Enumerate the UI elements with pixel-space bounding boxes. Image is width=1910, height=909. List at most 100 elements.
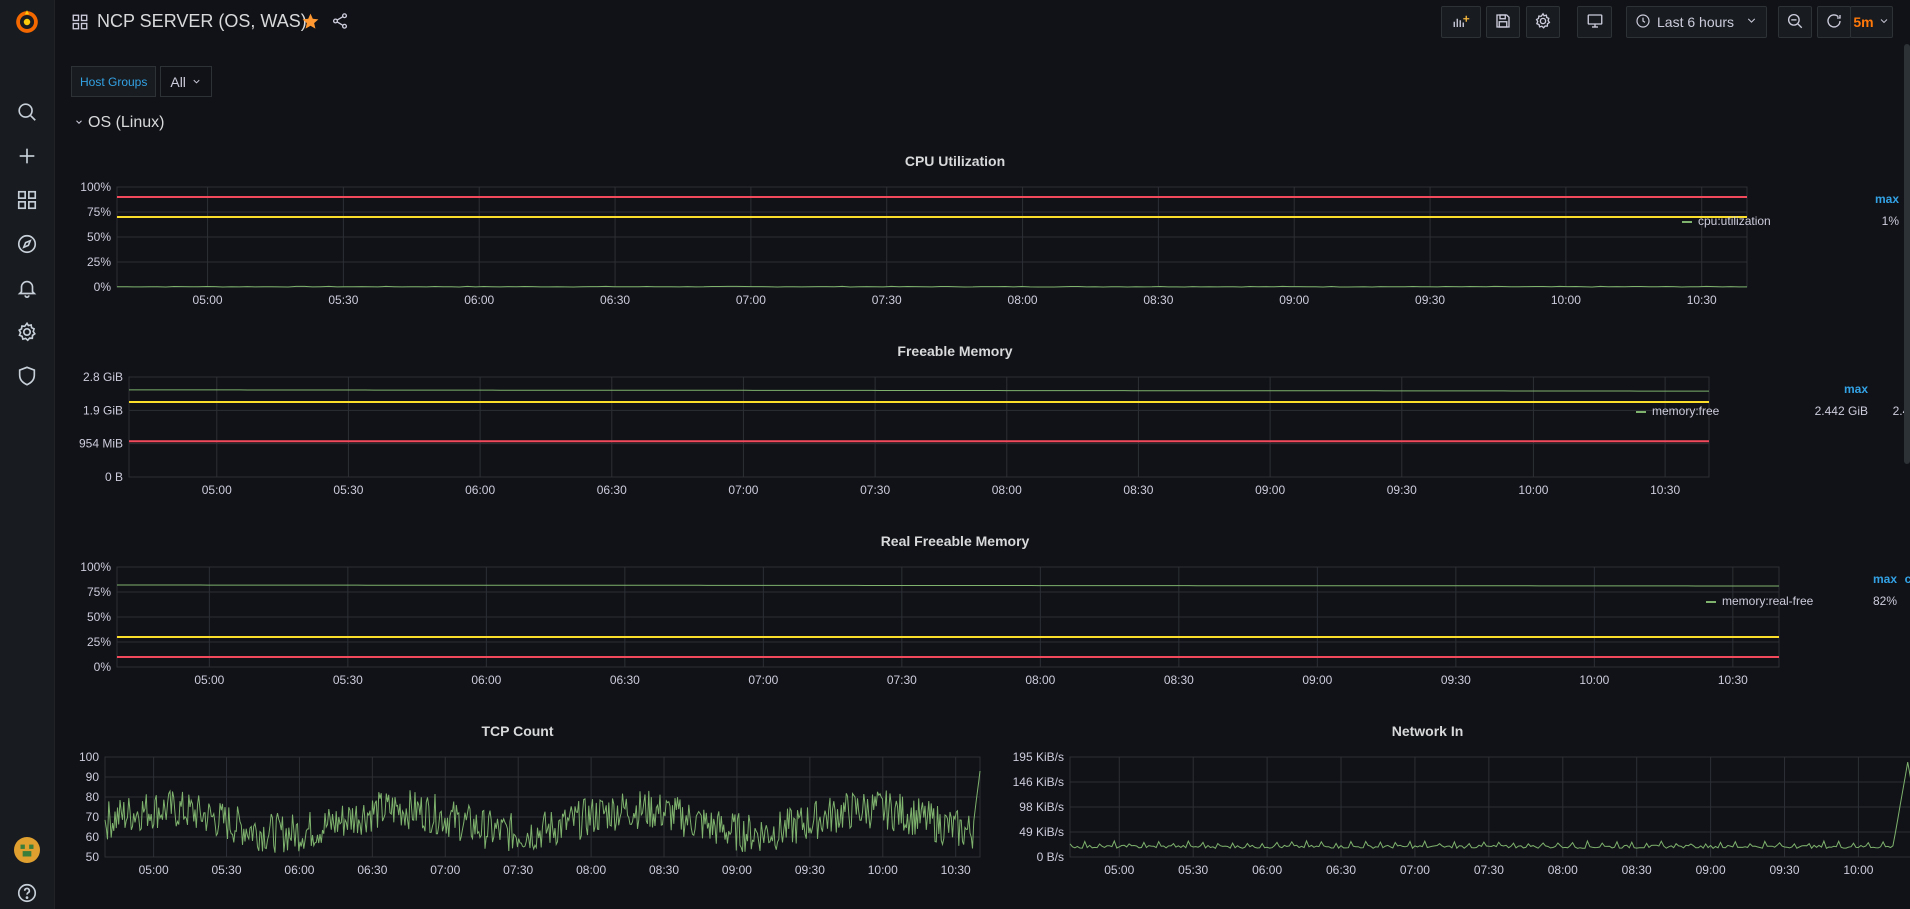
x-tick-label: 08:30 xyxy=(1143,293,1173,307)
legend-header-current[interactable]: current xyxy=(1904,572,1910,586)
panel-tcp-count[interactable]: TCP Count 100 90 80 70 60 50 05:00 05:30 06:00 06:… xyxy=(70,723,981,893)
y-tick-label: 25% xyxy=(87,255,111,269)
panel-network-in[interactable]: Network In 195 KiB/s 146 KiB/s 98 KiB/s 49 K… xyxy=(975,723,1910,893)
chevron-down-icon xyxy=(191,74,202,90)
legend-series-name[interactable]: memory:free xyxy=(1652,404,1720,418)
dashboard-settings-button[interactable] xyxy=(1526,6,1560,38)
y-tick-label: 0 B/s xyxy=(1037,850,1064,864)
series-line[interactable] xyxy=(104,770,981,853)
row-header[interactable]: OS (Linux) xyxy=(74,114,164,132)
legend-header-max[interactable]: max xyxy=(1874,192,1899,206)
dashboard-grid-icon[interactable] xyxy=(71,13,89,36)
legend-swatch[interactable] xyxy=(1636,411,1646,413)
star-icon[interactable] xyxy=(301,12,320,36)
zoom-out-button[interactable] xyxy=(1778,6,1812,38)
explore-icon[interactable] xyxy=(13,230,41,258)
y-tick-label: 50% xyxy=(87,610,111,624)
time-range-picker[interactable]: Last 6 hours xyxy=(1626,6,1767,38)
panel-title[interactable]: TCP Count xyxy=(481,723,554,739)
variable-bar: Host Groups All xyxy=(71,66,212,97)
series-line[interactable] xyxy=(117,285,1747,288)
shield-icon[interactable] xyxy=(13,362,41,390)
legend-swatch[interactable] xyxy=(1682,221,1692,223)
variable-label: Host Groups xyxy=(71,66,157,97)
refresh-button[interactable] xyxy=(1817,6,1851,38)
panel-cpu-utilization[interactable]: CPU Utilization 100% 75% 50% 25% 0% 05:00 05:30… xyxy=(70,153,1910,323)
y-tick-label: 100 xyxy=(79,750,99,764)
y-tick-label: 954 MiB xyxy=(79,437,123,451)
host-groups-select[interactable]: All xyxy=(160,66,212,97)
x-tick-label: 05:00 xyxy=(1104,863,1134,877)
legend-value-max: 1% xyxy=(1881,214,1899,228)
panel-real-freeable-memory[interactable]: Real Freeable Memory 100% 75% 50% 25% 0% 05:00… xyxy=(70,533,1910,703)
chart-svg: 2.8 GiB 1.9 GiB 954 MiB 0 B 05:00 05:30 06:00 0… xyxy=(79,370,1710,497)
panel-freeable-memory[interactable]: Freeable Memory 2.8 GiB 1.9 GiB 954 MiB 0 B 0… xyxy=(70,343,1910,513)
clock-icon xyxy=(1635,13,1651,32)
x-tick-label: 09:00 xyxy=(1696,863,1726,877)
variable-value: All xyxy=(170,73,186,90)
x-tick-label: 05:30 xyxy=(333,483,363,497)
scrollbar[interactable] xyxy=(1904,44,1910,464)
x-tick-label: 07:30 xyxy=(503,863,533,877)
x-tick-label: 10:00 xyxy=(1518,483,1548,497)
gear-icon[interactable] xyxy=(13,318,41,346)
legend-swatch[interactable] xyxy=(1706,601,1716,603)
tv-mode-button[interactable] xyxy=(1577,6,1612,38)
y-tick-label: 195 KiB/s xyxy=(1013,750,1064,764)
chevron-down-icon xyxy=(74,114,84,132)
x-tick-label: 06:30 xyxy=(357,863,387,877)
add-panel-button[interactable] xyxy=(1441,6,1481,38)
x-tick-label: 06:30 xyxy=(1326,863,1356,877)
help-icon[interactable] xyxy=(13,879,41,907)
grafana-logo-icon[interactable] xyxy=(13,8,41,36)
refresh-interval-picker[interactable]: 5m xyxy=(1850,6,1893,38)
x-tick-label: 08:00 xyxy=(992,483,1022,497)
y-tick-label: 0 B xyxy=(105,470,123,484)
page-title[interactable]: NCP SERVER (OS, WAS) xyxy=(97,11,307,31)
legend-header-max[interactable]: max xyxy=(1843,382,1868,396)
x-tick-label: 08:30 xyxy=(649,863,679,877)
x-tick-label: 09:00 xyxy=(1255,483,1285,497)
x-tick-label: 08:30 xyxy=(1123,483,1153,497)
y-tick-label: 50% xyxy=(87,230,111,244)
x-tick-label: 08:00 xyxy=(1548,863,1578,877)
legend-header-max[interactable]: max xyxy=(1872,572,1897,586)
dashboards-icon[interactable] xyxy=(13,186,41,214)
y-tick-label: 75% xyxy=(87,205,111,219)
zoom-out-icon xyxy=(1786,12,1804,33)
panel-title[interactable]: Real Freeable Memory xyxy=(880,533,1030,549)
search-icon[interactable] xyxy=(13,98,41,126)
legend-series-name[interactable]: cpu:utilization xyxy=(1698,214,1771,228)
dashboard-navbar: NCP SERVER (OS, WAS) Last 6 hours 5m xyxy=(55,0,1910,44)
alert-bell-icon[interactable] xyxy=(13,274,41,302)
series-line[interactable] xyxy=(129,389,1709,392)
x-tick-label: 06:30 xyxy=(600,293,630,307)
x-tick-label: 05:30 xyxy=(333,673,363,687)
y-tick-label: 90 xyxy=(86,770,100,784)
panel-title[interactable]: Freeable Memory xyxy=(897,343,1013,359)
x-tick-label: 09:30 xyxy=(1441,673,1471,687)
panel-title[interactable]: CPU Utilization xyxy=(904,153,1006,169)
plus-icon[interactable] xyxy=(13,142,41,170)
y-tick-label: 50 xyxy=(86,850,100,864)
save-dashboard-button[interactable] xyxy=(1486,6,1520,38)
row-title: OS (Linux) xyxy=(88,114,165,131)
y-tick-label: 100% xyxy=(80,560,111,574)
avatar[interactable] xyxy=(13,836,41,864)
legend-value-max: 82% xyxy=(1872,594,1897,608)
x-tick-label: 07:00 xyxy=(736,293,766,307)
x-tick-label: 07:30 xyxy=(872,293,902,307)
x-tick-label: 10:30 xyxy=(1650,483,1680,497)
y-tick-label: 1.9 GiB xyxy=(83,403,123,417)
x-tick-label: 08:30 xyxy=(1164,673,1194,687)
x-tick-label: 08:00 xyxy=(1025,673,1055,687)
panel-title[interactable]: Network In xyxy=(1391,723,1464,739)
legend-series-name[interactable]: memory:real-free xyxy=(1722,594,1814,608)
x-tick-label: 09:00 xyxy=(1302,673,1332,687)
x-tick-label: 08:00 xyxy=(1008,293,1038,307)
series-line[interactable] xyxy=(1069,762,1910,850)
share-icon[interactable] xyxy=(331,12,349,35)
series-line[interactable] xyxy=(117,584,1779,587)
